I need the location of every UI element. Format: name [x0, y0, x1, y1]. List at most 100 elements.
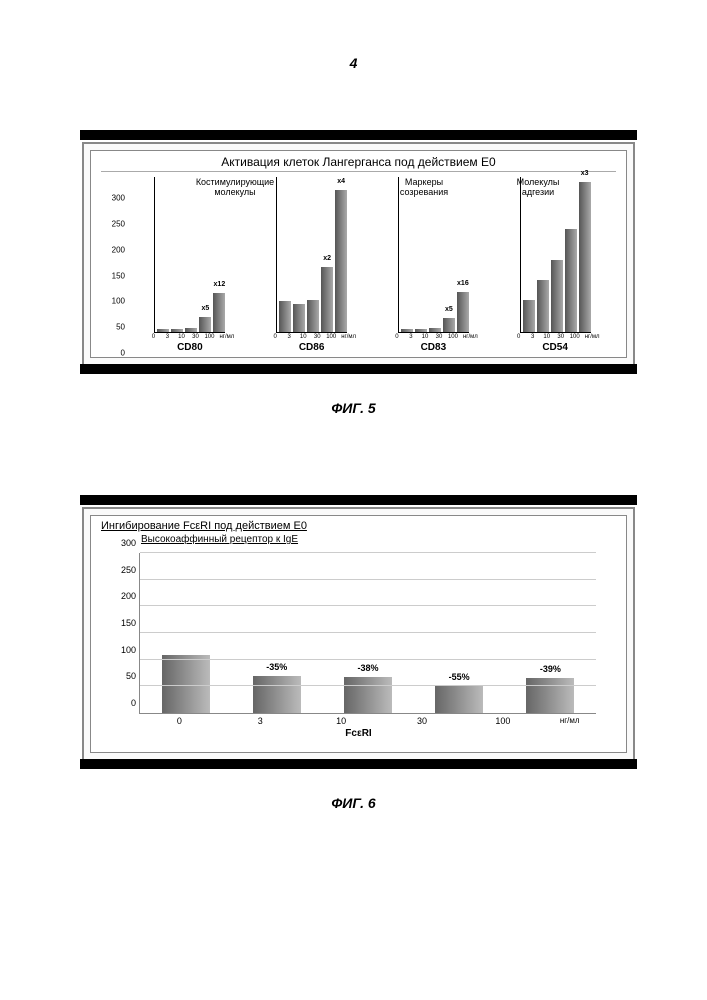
fig5-group-CD86: x2x4031030100нг/млCD86	[251, 177, 373, 353]
fig5-ytick: 100	[101, 297, 125, 306]
fig5-x-unit: нг/мл	[341, 334, 356, 340]
fig5-bar: x2	[321, 267, 333, 332]
fig5-bar	[565, 229, 577, 332]
fig5-xtick: 30	[433, 334, 445, 340]
fig5-bar	[537, 280, 549, 332]
fig5-xtick: 30	[311, 334, 323, 340]
fig5-bar	[157, 329, 169, 332]
fig5-bar	[523, 300, 535, 332]
fig5-xtick: 3	[527, 334, 539, 340]
fig6-bar-annotation: -35%	[266, 662, 287, 672]
fig5-bar	[551, 260, 563, 332]
figure6-caption: ФИГ. 6	[0, 795, 707, 811]
fig5-xtick: 30	[189, 334, 201, 340]
fig5-xtick: 3	[161, 334, 173, 340]
black-bar-bottom-2	[80, 759, 637, 769]
fig6-xtick: 3	[236, 716, 284, 726]
fig5-plot-area: 050100150200250300 x5x12031030100нг/млCD…	[129, 198, 616, 353]
fig5-bar	[415, 329, 427, 332]
fig5-bar	[293, 304, 305, 332]
fig5-bar	[401, 329, 413, 332]
fig6-bar: -39%	[526, 678, 574, 713]
fig6-ytick: 100	[110, 645, 136, 655]
fig5-bar: x5	[443, 318, 455, 332]
fig5-group-name: CD54	[542, 342, 568, 353]
fig5-ytick: 300	[101, 194, 125, 203]
fig6-ytick: 200	[110, 591, 136, 601]
fig5-xtick: 100	[569, 334, 581, 340]
fig5-x-unit: нг/мл	[463, 334, 478, 340]
fig5-bar-annotation: x4	[337, 178, 345, 185]
fig6-plot-area: -35%-38%-55%-39% 050100150200250300	[139, 553, 596, 714]
fig5-xtick: 100	[203, 334, 215, 340]
fig5-xtick: 30	[555, 334, 567, 340]
fig5-ytick: 200	[101, 245, 125, 254]
fig5-bar-annotation: x3	[581, 170, 589, 177]
fig5-xtick: 0	[269, 334, 281, 340]
fig5-bar-annotation: x5	[201, 305, 209, 312]
fig5-bar-annotation: x5	[445, 306, 453, 313]
fig5-bar: x4	[335, 190, 347, 332]
fig6-subtitle: Высокоаффинный рецептор к IgE	[141, 534, 626, 545]
fig6-ytick: 50	[110, 671, 136, 681]
fig5-xtick: 0	[147, 334, 159, 340]
fig5-bar-annotation: x12	[214, 281, 226, 288]
fig6-ytick: 150	[110, 618, 136, 628]
fig5-ytick: 50	[101, 323, 125, 332]
fig6-bar-annotation: -55%	[449, 672, 470, 682]
fig6-gridline	[140, 685, 596, 686]
fig5-xtick: 3	[405, 334, 417, 340]
fig6-bar-annotation: -38%	[357, 663, 378, 673]
fig5-ytick: 150	[101, 271, 125, 280]
fig5-xtick: 0	[513, 334, 525, 340]
fig6-bar	[162, 655, 210, 713]
fig6-bar: -35%	[253, 676, 301, 713]
fig6-ytick: 0	[110, 698, 136, 708]
fig6-gridline	[140, 659, 596, 660]
black-bar-top-2	[80, 495, 637, 505]
fig5-xtick: 0	[391, 334, 403, 340]
fig6-gridline	[140, 552, 596, 553]
figure5-container: Средняя интенсивность флуоресценции (MFI…	[82, 142, 635, 366]
fig6-gridline	[140, 579, 596, 580]
fig6-x-label: FcεRI	[91, 728, 626, 745]
fig5-xtick: 100	[325, 334, 337, 340]
fig6-xtick: 0	[155, 716, 203, 726]
fig5-xtick: 10	[297, 334, 309, 340]
fig5-bar	[307, 300, 319, 332]
fig6-bar-annotation: -39%	[540, 664, 561, 674]
fig5-xtick: 10	[541, 334, 553, 340]
fig5-group-CD54: x3 031030100 нг/мл CD54	[494, 177, 616, 353]
fig5-xtick: 100	[447, 334, 459, 340]
fig5-bar	[185, 328, 197, 332]
fig6-xtick: 100	[479, 716, 527, 726]
fig5-bar: x16	[457, 292, 469, 332]
fig5-xtick: 10	[175, 334, 187, 340]
fig5-bar: x3	[579, 182, 591, 332]
black-bar-top-1	[80, 130, 637, 140]
figure5-caption: ФИГ. 5	[0, 400, 707, 416]
fig5-ytick: 250	[101, 219, 125, 228]
fig5-bar: x5	[199, 317, 211, 333]
fig6-title: Ингибирование FcεRI под действием E0	[101, 520, 626, 532]
fig5-ytick: 0	[101, 349, 125, 358]
fig6-ytick: 300	[110, 538, 136, 548]
fig5-group-CD83: x5x16031030100нг/млCD83	[373, 177, 495, 353]
figure6-container: Средняя интенсивность флуоресценции (MFI…	[82, 507, 635, 761]
fig6-xtick: 10	[317, 716, 365, 726]
page-number: 4	[0, 55, 707, 71]
black-bar-bottom-1	[80, 364, 637, 374]
fig6-bar: -55%	[435, 686, 483, 713]
fig5-title: Активация клеток Лангерганса под действи…	[101, 151, 616, 172]
fig6-xtick: 30	[398, 716, 446, 726]
fig5-group-name: CD86	[299, 342, 325, 353]
fig5-x-unit: нг/мл	[585, 334, 600, 340]
fig6-ytick: 250	[110, 565, 136, 575]
fig5-group-CD80: x5x12031030100нг/млCD80	[129, 177, 251, 353]
fig5-bar: x12	[213, 293, 225, 332]
fig5-xtick: 10	[419, 334, 431, 340]
fig5-bar	[429, 328, 441, 332]
fig5-xtick: 3	[283, 334, 295, 340]
fig6-gridline	[140, 632, 596, 633]
fig5-bar-annotation: x16	[457, 280, 469, 287]
